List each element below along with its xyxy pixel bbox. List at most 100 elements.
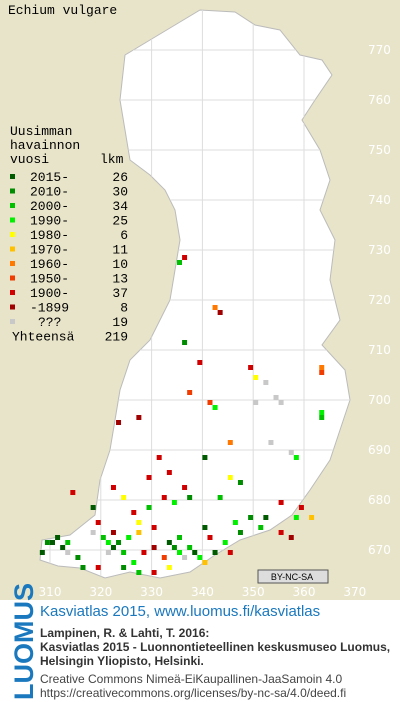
legend-count: 6 (120, 228, 128, 243)
y-tick-label: 690 (368, 443, 391, 457)
observation-square (121, 565, 127, 570)
observation-square (90, 530, 96, 535)
legend-heading: vuosi (10, 152, 49, 167)
observation-square (70, 490, 76, 495)
x-tick-label: 360 (293, 585, 316, 599)
license-badge-text: BY-NC-SA (271, 572, 313, 582)
observation-square (263, 380, 269, 385)
observation-square (278, 530, 284, 535)
observation-square (309, 515, 315, 520)
observation-square (268, 440, 274, 445)
observation-square (278, 400, 284, 405)
legend-heading: havainnon (10, 138, 80, 153)
observation-square (116, 540, 122, 545)
observation-square (151, 570, 157, 575)
observation-square (95, 565, 101, 570)
legend-count: 10 (112, 257, 128, 272)
observation-square (166, 565, 172, 570)
observation-square (248, 515, 254, 520)
observation-square (177, 535, 182, 540)
legend-label: 2000- (30, 199, 69, 214)
legend-label: ??? (38, 315, 61, 330)
observation-square (166, 470, 172, 475)
legend-count-heading: lkm (100, 152, 124, 167)
license-url: https://creativecommons.org/licenses/by-… (40, 686, 346, 700)
y-tick-label: 770 (368, 43, 391, 57)
y-tick-label: 700 (368, 393, 391, 407)
observation-square (136, 415, 142, 420)
legend-swatch (10, 188, 15, 194)
observation-square (319, 415, 325, 420)
y-tick-label: 760 (368, 93, 391, 107)
map-title: Echium vulgare (8, 3, 117, 18)
legend-label: 1950- (30, 272, 69, 287)
citation: Kasviatlas 2015 - Luonnontieteellinen ke… (40, 640, 390, 654)
legend-count: 25 (112, 214, 128, 229)
observation-square (110, 530, 116, 535)
legend-swatch (10, 290, 15, 295)
observation-square (55, 535, 61, 540)
observation-square (319, 410, 325, 415)
observation-square (182, 555, 188, 560)
observation-square (131, 560, 137, 565)
observation-square (90, 505, 96, 510)
observation-square (141, 550, 147, 555)
y-tick-label: 730 (368, 243, 391, 257)
legend-label: 1990- (30, 214, 69, 229)
observation-square (192, 550, 198, 555)
y-tick-label: 740 (368, 193, 391, 207)
observation-square (166, 540, 172, 545)
observation-square (177, 550, 182, 555)
observation-square (237, 480, 243, 485)
headline: Kasviatlas 2015, www.luomus.fi/kasviatla… (40, 603, 320, 620)
observation-square (60, 545, 66, 550)
y-tick-label: 710 (368, 343, 391, 357)
observation-square (44, 540, 50, 545)
observation-square (248, 365, 254, 370)
legend-label: 1900- (30, 286, 69, 301)
observation-square (217, 495, 223, 500)
observation-square (298, 505, 304, 510)
x-tick-label: 330 (140, 585, 163, 599)
observation-square (105, 550, 111, 555)
observation-square (110, 545, 116, 550)
x-tick-label: 370 (343, 585, 366, 599)
observation-square (222, 540, 228, 545)
observation-square (253, 375, 259, 380)
observation-square (197, 360, 203, 365)
observation-square (217, 310, 223, 315)
legend-total-label: Yhteensä (12, 330, 75, 345)
legend-swatch (10, 246, 15, 252)
observation-square (177, 260, 182, 265)
citation: Lampinen, R. & Lahti, T. 2016: (40, 626, 209, 640)
observation-square (207, 535, 213, 540)
observation-square (273, 395, 279, 400)
observations (39, 255, 325, 575)
observation-square (126, 535, 132, 540)
observation-square (95, 520, 101, 525)
observation-square (227, 475, 233, 480)
legend-label: 1970- (30, 243, 69, 258)
y-tick-label: 680 (368, 493, 391, 507)
observation-square (146, 475, 152, 480)
observation-square (182, 255, 188, 260)
footer (0, 600, 400, 702)
y-tick-label: 750 (368, 143, 391, 157)
observation-square (151, 545, 157, 550)
observation-square (75, 555, 81, 560)
observation-square (319, 370, 325, 375)
observation-square (288, 535, 294, 540)
legend-swatch (10, 232, 15, 237)
observation-square (278, 500, 284, 505)
observation-square (212, 305, 218, 310)
legend-label: 1960- (30, 257, 69, 272)
observation-square (227, 550, 233, 555)
observation-square (65, 550, 71, 555)
observation-square (202, 525, 208, 530)
observation-square (151, 525, 157, 530)
observation-square (80, 565, 86, 570)
observation-square (131, 510, 137, 515)
observation-square (258, 525, 264, 530)
observation-square (116, 420, 122, 425)
